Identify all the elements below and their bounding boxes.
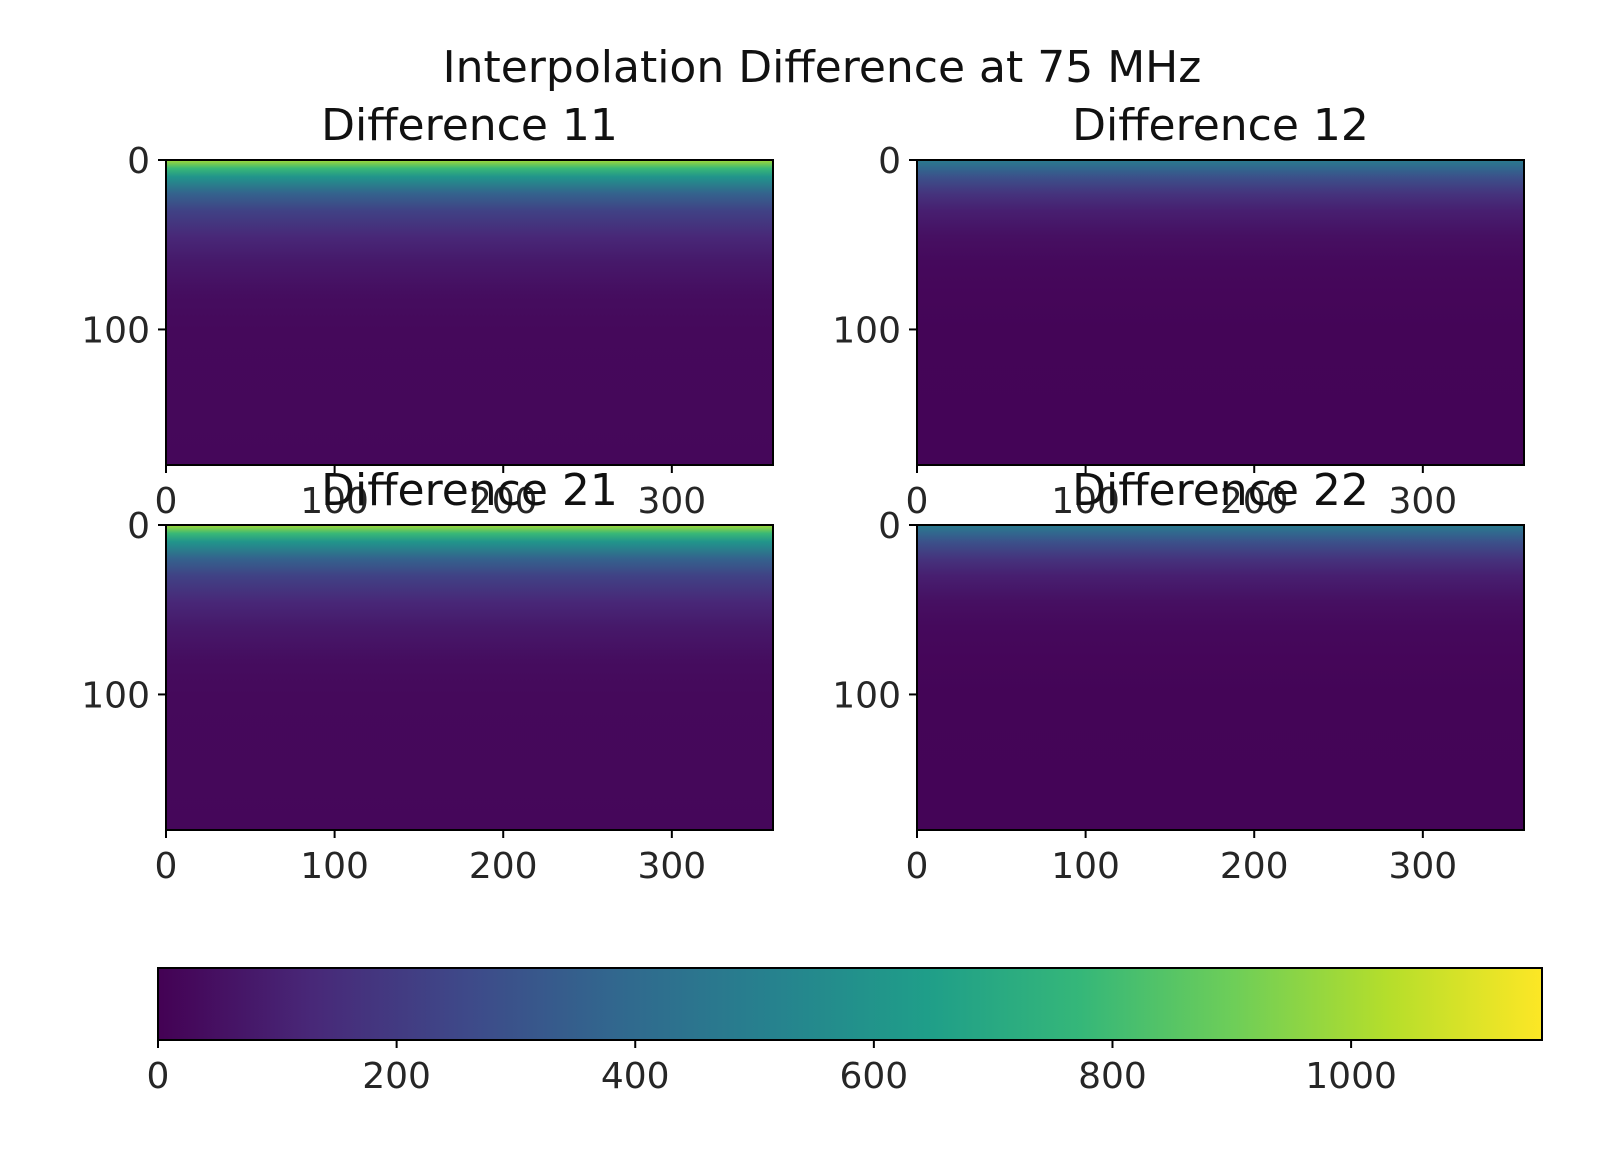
heatmap-panel-2: 0 100 200 300 0 100: [832, 141, 1525, 522]
y-tick-label: 0: [878, 506, 901, 547]
x-tick-label: 200: [1220, 846, 1289, 887]
axes-frame: [165, 159, 774, 466]
x-tick-label: 100: [1051, 846, 1120, 887]
heatmap-image: [917, 525, 1524, 830]
colorbar-tick-label: 600: [840, 1056, 909, 1097]
x-tick-label: 300: [637, 846, 706, 887]
heatmap-image: [166, 525, 773, 830]
heatmap-panel-1: 0 100 200 300 0 100: [81, 141, 774, 522]
x-tick-label: 300: [637, 481, 706, 522]
subplot-title: Difference 11: [321, 100, 618, 151]
axes-frame: [916, 524, 1525, 831]
colorbar-tick-label: 200: [362, 1056, 431, 1097]
axes-frame: [916, 159, 1525, 466]
x-tick-label: 200: [469, 481, 538, 522]
colorbar-tick-label: 0: [147, 1056, 170, 1097]
heatmap-image: [166, 160, 773, 465]
heatmap-panel-4: 0 100 200 300 0 100: [832, 506, 1525, 887]
colorbar-tick-label: 400: [601, 1056, 670, 1097]
y-tick-label: 100: [832, 310, 901, 351]
x-tick-label: 200: [1220, 481, 1289, 522]
y-tick-label: 100: [832, 675, 901, 716]
colorbar: 0 200 400 600 800 1000: [147, 967, 1543, 1097]
x-tick-label: 100: [300, 481, 369, 522]
colorbar-ticks: 0 200 400 600 800 1000: [147, 1040, 1397, 1097]
x-tick-label: 200: [469, 846, 538, 887]
y-tick-label: 0: [127, 141, 150, 182]
x-tick-label: 100: [1051, 481, 1120, 522]
subplot-title: Difference 21: [321, 465, 618, 516]
figure-suptitle: Interpolation Difference at 75 MHz: [443, 42, 1202, 93]
y-tick-label: 0: [127, 506, 150, 547]
x-tick-label: 0: [155, 481, 178, 522]
subplot-grid: 0 100 200 300 0 100 0 100 200 300 0 100 0 100 200 300 0 1…: [81, 141, 1525, 887]
colorbar-tick-label: 800: [1078, 1056, 1147, 1097]
subplot-title: Difference 12: [1072, 100, 1369, 151]
y-tick-label: 100: [81, 675, 150, 716]
colorbar-gradient: [157, 967, 1543, 1041]
x-tick-label: 0: [906, 481, 929, 522]
y-tick-label: 100: [81, 310, 150, 351]
heatmap-panel-3: 0 100 200 300 0 100: [81, 506, 774, 887]
x-tick-label: 0: [906, 846, 929, 887]
colorbar-tick-label: 1000: [1305, 1056, 1397, 1097]
subplot-titles: Difference 11 Difference 12 Difference 21 D…: [321, 100, 1369, 516]
heatmap-image: [917, 160, 1524, 465]
x-tick-label: 300: [1388, 481, 1457, 522]
x-tick-label: 300: [1388, 846, 1457, 887]
x-tick-label: 0: [155, 846, 178, 887]
subplot-title: Difference 22: [1072, 465, 1369, 516]
axes-frame: [165, 524, 774, 831]
x-tick-label: 100: [300, 846, 369, 887]
y-tick-label: 0: [878, 141, 901, 182]
